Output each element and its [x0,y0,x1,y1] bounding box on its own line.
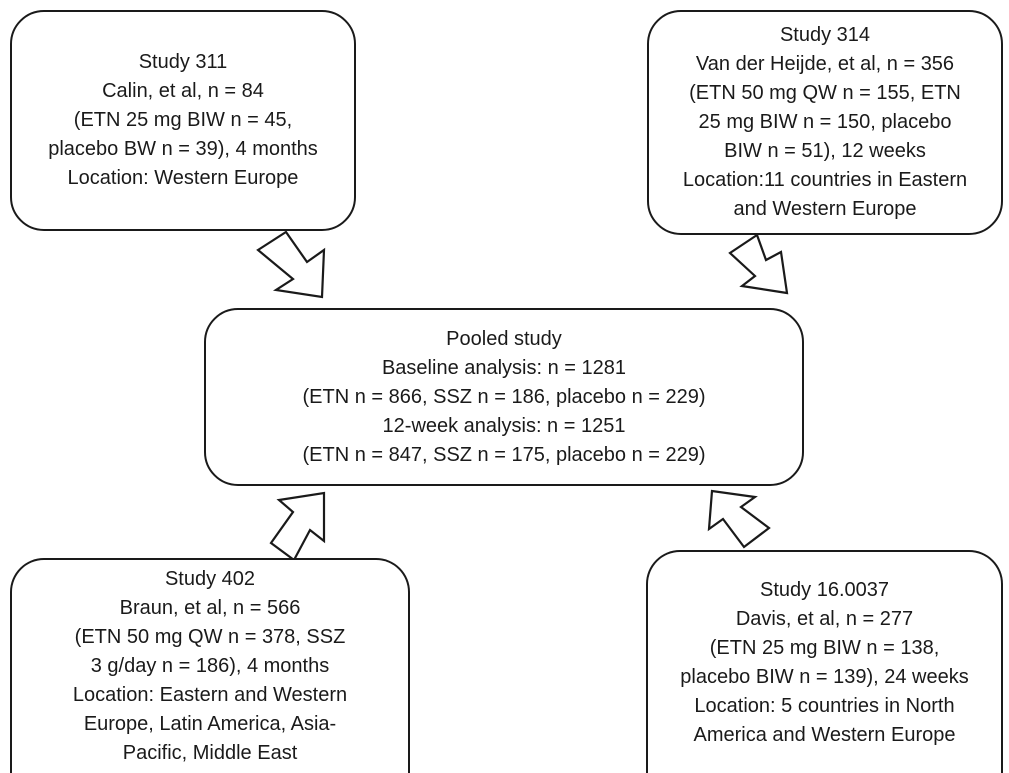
study-16-0037-arms-line-2: placebo BIW n = 139), 24 weeks [680,665,969,688]
study-16-0037-authors: Davis, et al, n = 277 [735,607,914,630]
pooled-12-week-arms: (ETN n = 847, SSZ n = 175, placebo n = 2… [302,443,706,466]
study-314-arms-line-3: BIW n = 51), 12 weeks [724,140,926,162]
study-402-arms-line-2: 3 g/day n = 186), 4 months [90,655,330,677]
study-314-location-line-2: and Western Europe [733,198,917,220]
study-16-0037-arms-line-1: (ETN 25 mg BIW n = 138, [709,636,940,659]
study-311-box: Study 311 Calin, et al, n = 84 (ETN 25 m… [10,10,356,231]
pooled-12-week-total: 12-week analysis: n = 1251 [382,414,626,437]
arrow-study-402-to-pooled [269,491,326,562]
study-402-title: Study 402 [164,568,256,590]
study-16-0037-location-line-1: Location: 5 countries in North [694,694,955,717]
study-311-location: Location: Western Europe [67,167,299,189]
pooled-baseline-total: Baseline analysis: n = 1281 [381,356,627,379]
study-16-0037-box: Study 16.0037 Davis, et al, n = 277 (ETN… [646,550,1003,773]
study-402-arms-line-1: (ETN 50 mg QW n = 378, SSZ [74,626,346,648]
study-314-arms-line-2: 25 mg BIW n = 150, placebo [698,111,952,133]
study-314-location-line-1: Location:11 countries in Eastern [682,169,968,191]
study-16-0037-location-line-2: America and Western Europe [693,723,956,746]
arrow-study-314-to-pooled [728,233,789,295]
study-402-location-line-3: Pacific, Middle East [122,742,298,764]
study-311-title: Study 311 [138,51,228,73]
study-311-authors: Calin, et al, n = 84 [102,80,264,102]
pooled-title: Pooled study [446,327,562,350]
study-402-authors: Braun, et al, n = 566 [119,597,301,619]
study-311-arms-line-2: placebo BW n = 39), 4 months [48,138,318,160]
study-402-box: Study 402 Braun, et al, n = 566 (ETN 50 … [10,558,410,773]
study-311-arms-line-1: (ETN 25 mg BIW n = 45, [73,109,293,131]
study-314-title: Study 314 [779,24,871,46]
study-402-location-line-1: Location: Eastern and Western [72,684,348,706]
pooled-study-box: Pooled study Baseline analysis: n = 1281… [204,308,804,486]
arrow-study-311-to-pooled [256,230,326,299]
arrow-study-16-0037-to-pooled [707,489,771,549]
pooled-baseline-arms: (ETN n = 866, SSZ n = 186, placebo n = 2… [302,385,706,408]
study-16-0037-title: Study 16.0037 [760,578,889,601]
study-314-authors: Van der Heijde, et al, n = 356 [695,53,955,75]
study-314-box: Study 314 Van der Heijde, et al, n = 356… [647,10,1003,235]
study-314-arms-line-1: (ETN 50 mg QW n = 155, ETN [689,82,961,104]
study-402-location-line-2: Europe, Latin America, Asia- [83,713,337,735]
